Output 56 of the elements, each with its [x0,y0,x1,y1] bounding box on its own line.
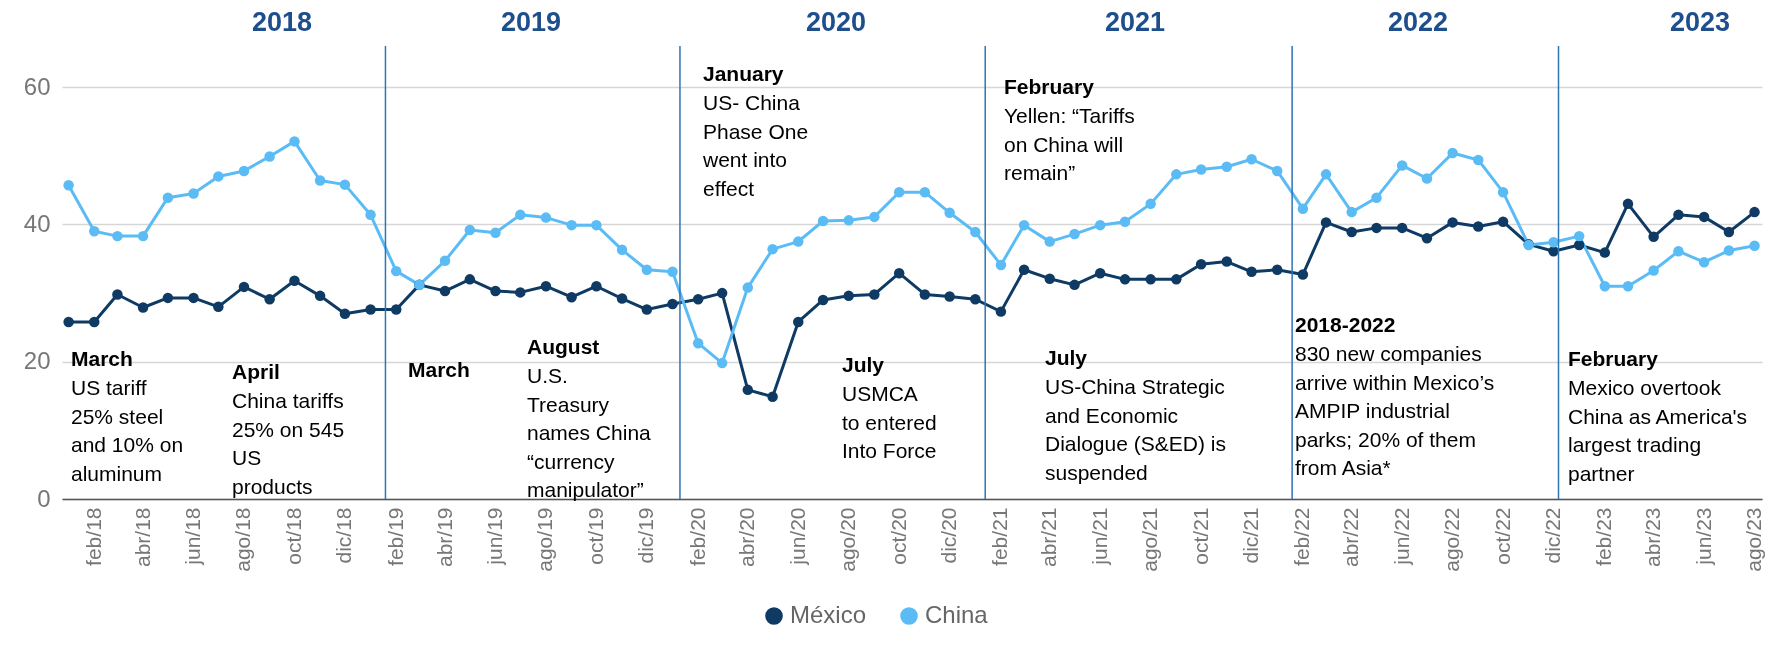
x-tick-label: dic/22 [1541,507,1565,564]
annotation: March US tariff 25% steel and 10% on aluminum [71,347,184,485]
text: 2019 [500,7,562,37]
x-tick-label: oct/20 [886,507,910,565]
x-tick-label: ago/19 [533,507,557,572]
x-tick-label: feb/23 [1592,507,1616,566]
x-tick-label: abr/23 [1641,507,1665,568]
x-tick-label: jun/21 [1087,507,1111,566]
x-tick-label: abr/21 [1037,507,1061,568]
annotation: March [408,358,470,381]
x-tick-label: jun/19 [482,507,506,566]
y-tick-label: 40 [23,209,51,237]
y-tick-label: 60 [23,72,51,100]
x-tick-label: dic/21 [1239,507,1263,564]
x-tick-label: dic/19 [634,507,658,564]
text: 2018 [251,7,313,37]
annotation: August U.S. Treasury names China “currency manipulator” [527,335,652,501]
x-tick-label: feb/21 [988,507,1012,566]
x-tick-label: feb/20 [685,507,709,566]
x-tick-label: ago/21 [1138,507,1162,572]
annotation: January US- China Phase One went into effect [702,62,809,200]
x-tick-label: jun/20 [785,507,809,566]
text: 2022 [1387,7,1449,37]
x-tick-label: abr/18 [130,507,154,568]
annotation: 2018-2022 830 new companies arrive within Mexico’s AMPIP industrial parks; 20% of them from Asia* [1295,313,1495,479]
x-tick-label: ago/18 [231,507,255,572]
annotation: July USMCA to entered Into Force [842,353,937,462]
legend-label: China [925,601,989,628]
x-tick-label: oct/18 [281,507,305,565]
y-tick-label: 20 [23,347,51,375]
text: 2021 [1104,7,1166,37]
x-tick-label: feb/19 [383,507,407,566]
x-tick-label: ago/23 [1742,507,1766,572]
x-tick-label: jun/23 [1691,507,1715,566]
x-tick-label: feb/18 [81,507,105,566]
x-tick-label: abr/22 [1339,507,1363,568]
annotation: July US-China Strategic and Economic Dialogue (S&ED) is suspended [1045,346,1226,484]
x-tick-label: ago/20 [836,507,860,572]
x-tick-label: ago/22 [1440,507,1464,572]
x-tick-label: jun/22 [1389,507,1413,566]
annotation: February Yellen: “Tariffs on China will remain” [1004,75,1135,184]
legend-label: México [790,601,867,628]
text: 2023 [1669,7,1731,37]
y-tick-label: 0 [37,484,51,512]
annotation: February Mexico overtook China as America's largest trading partner [1568,347,1748,485]
x-tick-label: oct/22 [1490,507,1514,565]
x-tick-label: abr/20 [735,507,759,568]
annotation: April China tariffs 25% on 545 US products [232,360,345,498]
x-tick-label: abr/19 [432,507,456,568]
x-tick-label: jun/18 [181,507,205,566]
x-tick-label: dic/20 [937,507,961,564]
x-tick-label: oct/19 [583,507,607,565]
x-tick-label: oct/21 [1188,507,1212,565]
x-tick-label: dic/18 [332,507,356,564]
text: 2020 [805,7,867,37]
x-tick-label: feb/22 [1290,507,1314,566]
